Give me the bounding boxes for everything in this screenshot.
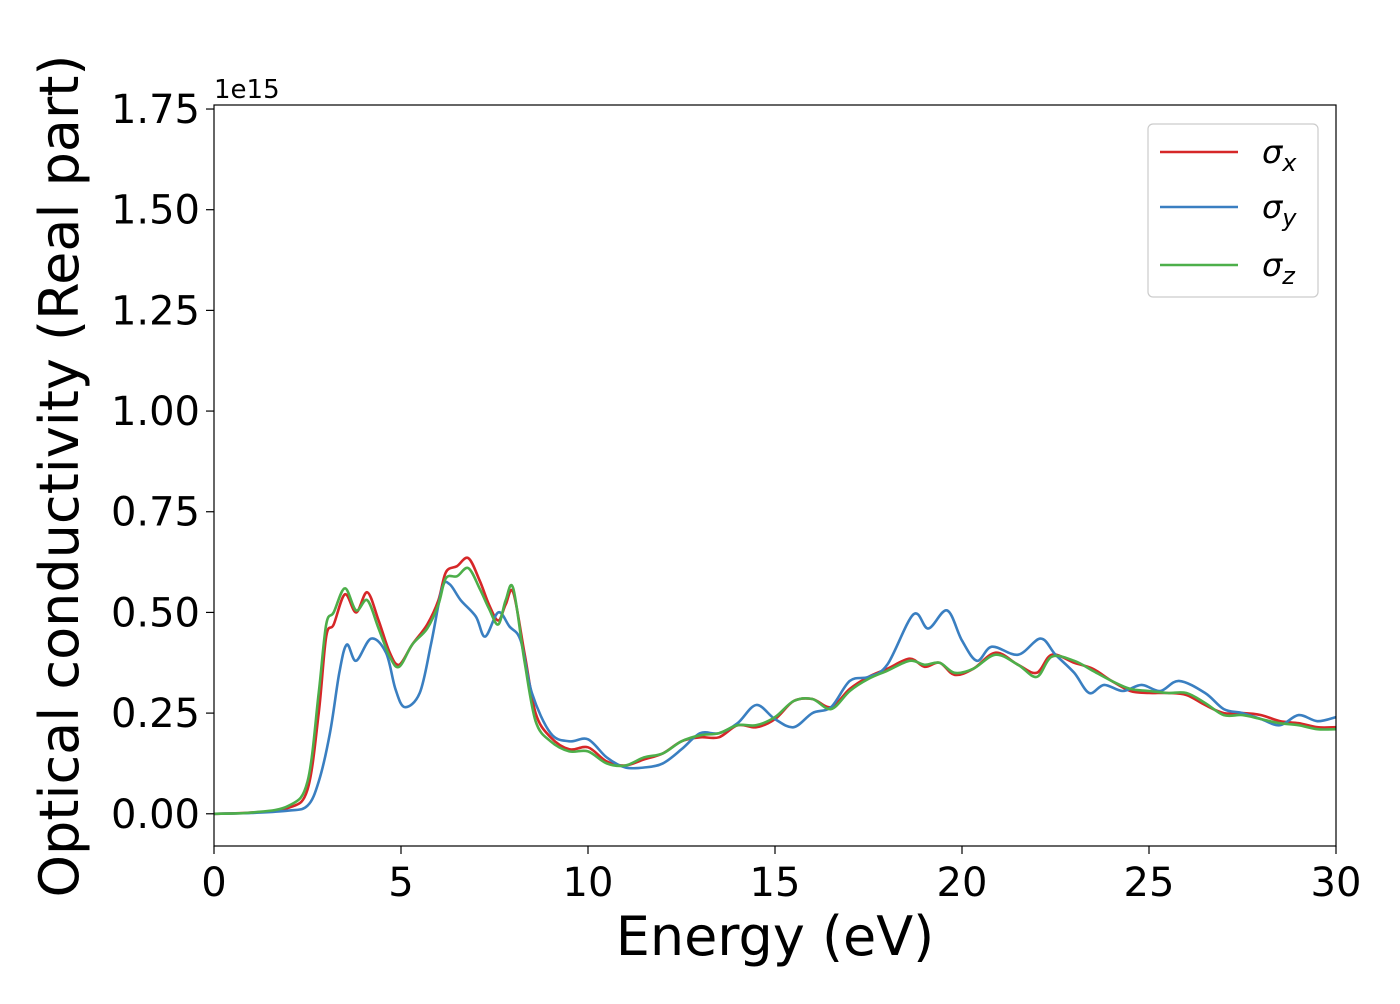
legend-symbol: σ bbox=[1262, 188, 1284, 226]
series-line-sigma-x bbox=[213, 556, 1337, 816]
x-axis: 0 5 10 15 20 25 30 bbox=[201, 846, 1361, 906]
legend-box bbox=[1147, 123, 1319, 298]
y-axis-title: Optical conductivity (Real part) bbox=[28, 55, 91, 898]
y-tick-label: 1.50 bbox=[111, 188, 200, 234]
legend-label: σx bbox=[1262, 133, 1297, 177]
x-tick-label: 10 bbox=[563, 860, 614, 906]
legend-subscript: y bbox=[1281, 204, 1297, 232]
series-line-sigma-z bbox=[213, 566, 1337, 816]
y-tick-label: 1.75 bbox=[111, 87, 200, 133]
x-tick-label: 25 bbox=[1124, 860, 1175, 906]
y-axis: 0.00 0.25 0.50 0.75 1.00 1.25 1.50 1.75 bbox=[111, 87, 214, 838]
x-tick-label: 5 bbox=[388, 860, 413, 906]
y-tick-label: 1.25 bbox=[111, 288, 200, 334]
y-offset-label: 1e15 bbox=[214, 75, 280, 105]
x-tick-label: 20 bbox=[937, 860, 988, 906]
legend-symbol: σ bbox=[1262, 133, 1284, 171]
series-layer bbox=[213, 556, 1337, 816]
y-tick-label: 0.75 bbox=[111, 490, 200, 536]
y-tick-label: 1.00 bbox=[111, 389, 200, 435]
y-tick-label: 0.25 bbox=[111, 691, 200, 737]
x-tick-label: 0 bbox=[201, 860, 226, 906]
y-tick-label: 0.50 bbox=[111, 590, 200, 636]
x-tick-label: 30 bbox=[1311, 860, 1362, 906]
legend-symbol: σ bbox=[1262, 246, 1284, 284]
legend-label: σy bbox=[1262, 188, 1297, 232]
legend-subscript: x bbox=[1281, 149, 1297, 177]
legend-subscript: z bbox=[1281, 262, 1296, 290]
y-tick-label: 0.00 bbox=[111, 792, 200, 838]
legend-label: σz bbox=[1262, 246, 1296, 290]
x-axis-title: Energy (eV) bbox=[616, 905, 935, 968]
x-tick-label: 15 bbox=[750, 860, 801, 906]
